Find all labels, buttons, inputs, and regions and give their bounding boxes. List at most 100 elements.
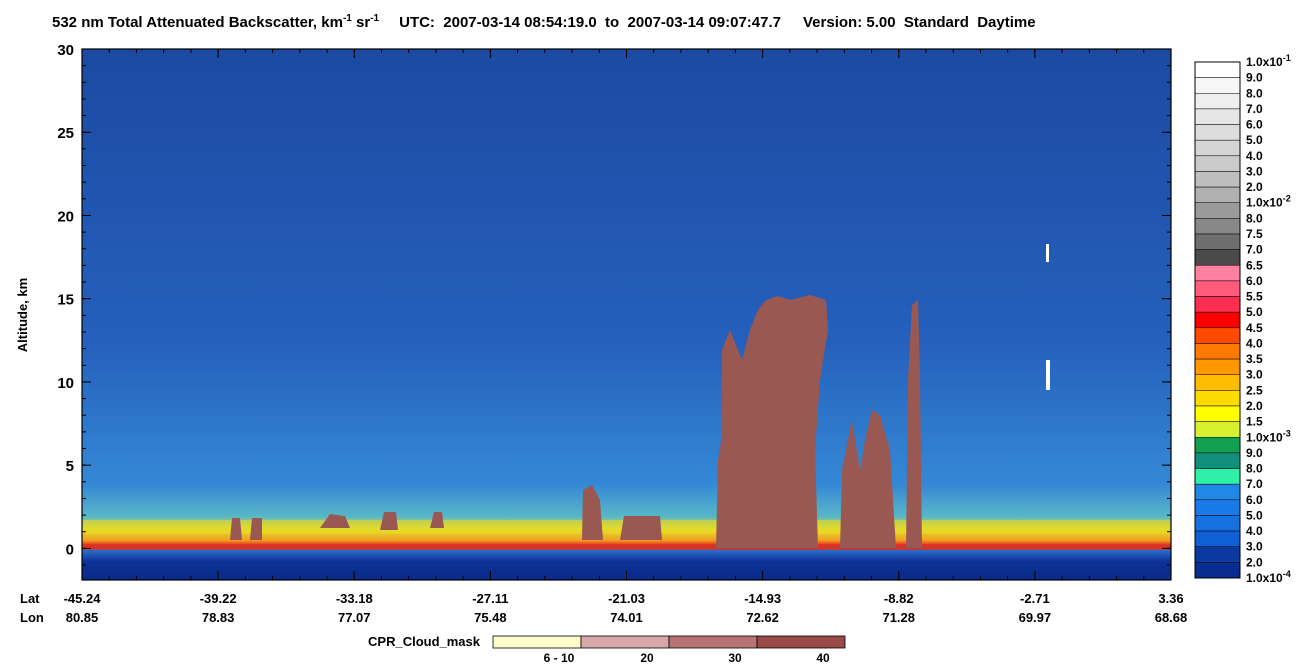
colorbar-label: 3.0	[1246, 540, 1263, 554]
lon-label: 69.97	[1019, 610, 1052, 625]
cpr-label: 40	[816, 651, 830, 665]
lon-label: 74.01	[610, 610, 643, 625]
cpr-swatch	[668, 635, 758, 649]
cpr-swatch	[492, 635, 582, 649]
colorbar-swatch	[1194, 530, 1241, 547]
colorbar-swatch	[1194, 390, 1241, 407]
colorbar-label-base: 1.0x10	[1246, 196, 1283, 210]
title-exp: -1	[370, 13, 379, 24]
title-utc: UTC: 2007-03-14 08:54:19.0 to 2007-03-14…	[399, 14, 781, 31]
colorbar-label: 4.0	[1246, 336, 1263, 350]
title-main: 532 nm Total Attenuated Backscatter, km	[52, 14, 343, 31]
colorbar-swatch	[1194, 546, 1241, 563]
lon-label: 68.68	[1155, 610, 1188, 625]
lon-label: 75.48	[474, 610, 507, 625]
y-tick-label: 30	[57, 42, 74, 59]
colorbar-label: 5.0	[1246, 305, 1263, 319]
title-unit: sr	[352, 14, 371, 31]
y-tick-label: 25	[57, 125, 74, 142]
colorbar-label-exp: -2	[1283, 194, 1291, 204]
lat-label: -45.24	[64, 591, 102, 606]
colorbar-label: 3.0	[1246, 368, 1263, 382]
y-tick-label: 5	[66, 458, 74, 475]
colorbar-label: 9.0	[1246, 446, 1263, 460]
lon-label: 80.85	[66, 610, 99, 625]
lon-label: 77.07	[338, 610, 371, 625]
colorbar-label: 7.0	[1246, 102, 1263, 116]
colorbar-swatch	[1194, 483, 1241, 501]
lat-label: 3.36	[1158, 591, 1183, 606]
colorbar-swatch	[1194, 452, 1241, 469]
colorbar-swatch	[1194, 218, 1241, 235]
colorbar-swatch	[1194, 421, 1241, 438]
colorbar-label-base: 1.0x10	[1246, 430, 1283, 444]
cpr-title: CPR_Cloud_mask	[368, 634, 481, 649]
colorbar-label: 5.5	[1246, 290, 1263, 304]
colorbar-label: 4.0	[1246, 149, 1263, 163]
lat-label: -8.82	[884, 591, 914, 606]
colorbar-swatch	[1194, 405, 1241, 422]
colorbar-label: 1.0x10-3	[1246, 428, 1291, 444]
cpr-swatch	[580, 635, 670, 649]
colorbar-label: 6.0	[1246, 493, 1263, 507]
colorbar-frame	[1194, 61, 1241, 579]
lat-title: Lat	[20, 591, 40, 606]
colorbar-swatch	[1194, 249, 1241, 266]
colorbar-label: 6.0	[1246, 274, 1263, 288]
colorbar-label: 2.5	[1246, 383, 1263, 397]
cpr-label: 6 - 10	[544, 651, 575, 665]
title-version: Version: 5.00 Standard Daytime	[803, 14, 1036, 31]
colorbar-swatch	[1194, 358, 1241, 375]
colorbar-label: 1.0x10-4	[1246, 569, 1291, 585]
colorbar-swatch	[1194, 93, 1241, 110]
colorbar-label: 2.0	[1246, 180, 1263, 194]
colorbar-label: 7.0	[1246, 243, 1263, 257]
lat-label: -39.22	[200, 591, 237, 606]
colorbar-label: 3.5	[1246, 352, 1263, 366]
colorbar-label: 8.0	[1246, 86, 1263, 100]
colorbar-label: 8.0	[1246, 462, 1263, 476]
lon-label: 71.28	[882, 610, 915, 625]
colorbar-swatch	[1194, 437, 1241, 454]
colorbar-label: 6.5	[1246, 258, 1263, 272]
colorbar-swatch	[1194, 155, 1241, 172]
lat-label: -27.11	[472, 591, 508, 606]
lon-title: Lon	[20, 610, 44, 625]
colorbar-label: 1.0x10-1	[1246, 53, 1291, 69]
colorbar-label-exp: -1	[1283, 53, 1291, 63]
colorbar-swatch	[1194, 280, 1241, 297]
cpr-label: 20	[640, 651, 654, 665]
lat-label: -33.18	[336, 591, 373, 606]
colorbar-label: 1.0x10-2	[1246, 194, 1291, 210]
colorbar-swatch	[1194, 311, 1241, 329]
colorbar-label: 8.0	[1246, 211, 1263, 225]
colorbar-swatch	[1194, 327, 1241, 344]
colorbar-swatch	[1194, 296, 1241, 313]
colorbar-swatch	[1194, 468, 1241, 485]
colorbar-swatch	[1194, 61, 1241, 78]
y-tick-label: 15	[57, 292, 74, 309]
colorbar-label-base: 1.0x10	[1246, 571, 1283, 585]
colorbar-swatch	[1194, 562, 1241, 579]
colorbar-swatch	[1194, 343, 1241, 360]
colorbar-swatch	[1194, 171, 1241, 188]
colorbar-swatch	[1194, 515, 1241, 532]
colorbar-label: 9.0	[1246, 71, 1263, 85]
colorbar-swatch	[1194, 124, 1241, 141]
colorbar-swatch	[1194, 186, 1241, 203]
colorbar-label: 7.0	[1246, 477, 1263, 491]
colorbar-swatch	[1194, 108, 1241, 125]
colorbar-label-exp: -4	[1283, 569, 1291, 579]
y-tick-label: 20	[57, 208, 74, 225]
colorbar-swatch	[1194, 499, 1241, 516]
colorbar-label: 5.0	[1246, 508, 1263, 522]
colorbar-label: 3.0	[1246, 164, 1263, 178]
cpr-label: 30	[728, 651, 742, 665]
colorbar-swatch	[1194, 374, 1241, 391]
colorbar-label: 2.0	[1246, 555, 1263, 569]
colorbar-label: 4.5	[1246, 321, 1263, 335]
colorbar-label: 5.0	[1246, 133, 1263, 147]
cpr-swatch	[756, 635, 846, 649]
lat-label: -2.71	[1020, 591, 1050, 606]
